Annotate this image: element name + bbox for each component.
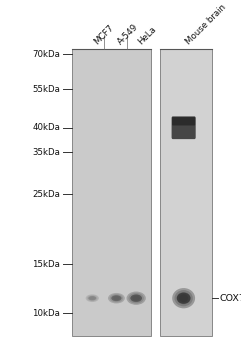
Ellipse shape (88, 296, 96, 301)
Text: 35kDa: 35kDa (32, 148, 60, 157)
Text: 25kDa: 25kDa (32, 190, 60, 199)
Ellipse shape (86, 294, 99, 302)
Text: MCF7: MCF7 (92, 23, 116, 46)
Ellipse shape (172, 288, 195, 308)
FancyBboxPatch shape (172, 117, 195, 126)
Text: 10kDa: 10kDa (32, 309, 60, 318)
Ellipse shape (174, 290, 193, 306)
Text: 40kDa: 40kDa (32, 123, 60, 132)
Ellipse shape (177, 292, 190, 304)
Ellipse shape (132, 295, 140, 301)
Text: A-549: A-549 (116, 22, 141, 46)
Ellipse shape (127, 292, 146, 305)
Ellipse shape (87, 295, 98, 301)
Ellipse shape (88, 296, 96, 300)
Ellipse shape (111, 295, 121, 301)
Ellipse shape (130, 295, 142, 302)
Ellipse shape (130, 294, 142, 302)
Text: Mouse brain: Mouse brain (184, 2, 228, 46)
Ellipse shape (108, 293, 125, 303)
Ellipse shape (111, 295, 121, 301)
Text: 55kDa: 55kDa (32, 85, 60, 94)
Text: 15kDa: 15kDa (32, 260, 60, 269)
Bar (160, 49, 212, 336)
Ellipse shape (179, 294, 188, 302)
Ellipse shape (110, 294, 123, 302)
Ellipse shape (177, 293, 190, 304)
Text: 70kDa: 70kDa (32, 50, 60, 59)
Ellipse shape (90, 297, 95, 300)
FancyBboxPatch shape (172, 116, 196, 139)
Bar (72, 49, 151, 336)
Ellipse shape (128, 293, 144, 303)
Text: HeLa: HeLa (136, 25, 158, 46)
Text: COX7A2L: COX7A2L (219, 294, 241, 303)
Ellipse shape (113, 296, 120, 300)
